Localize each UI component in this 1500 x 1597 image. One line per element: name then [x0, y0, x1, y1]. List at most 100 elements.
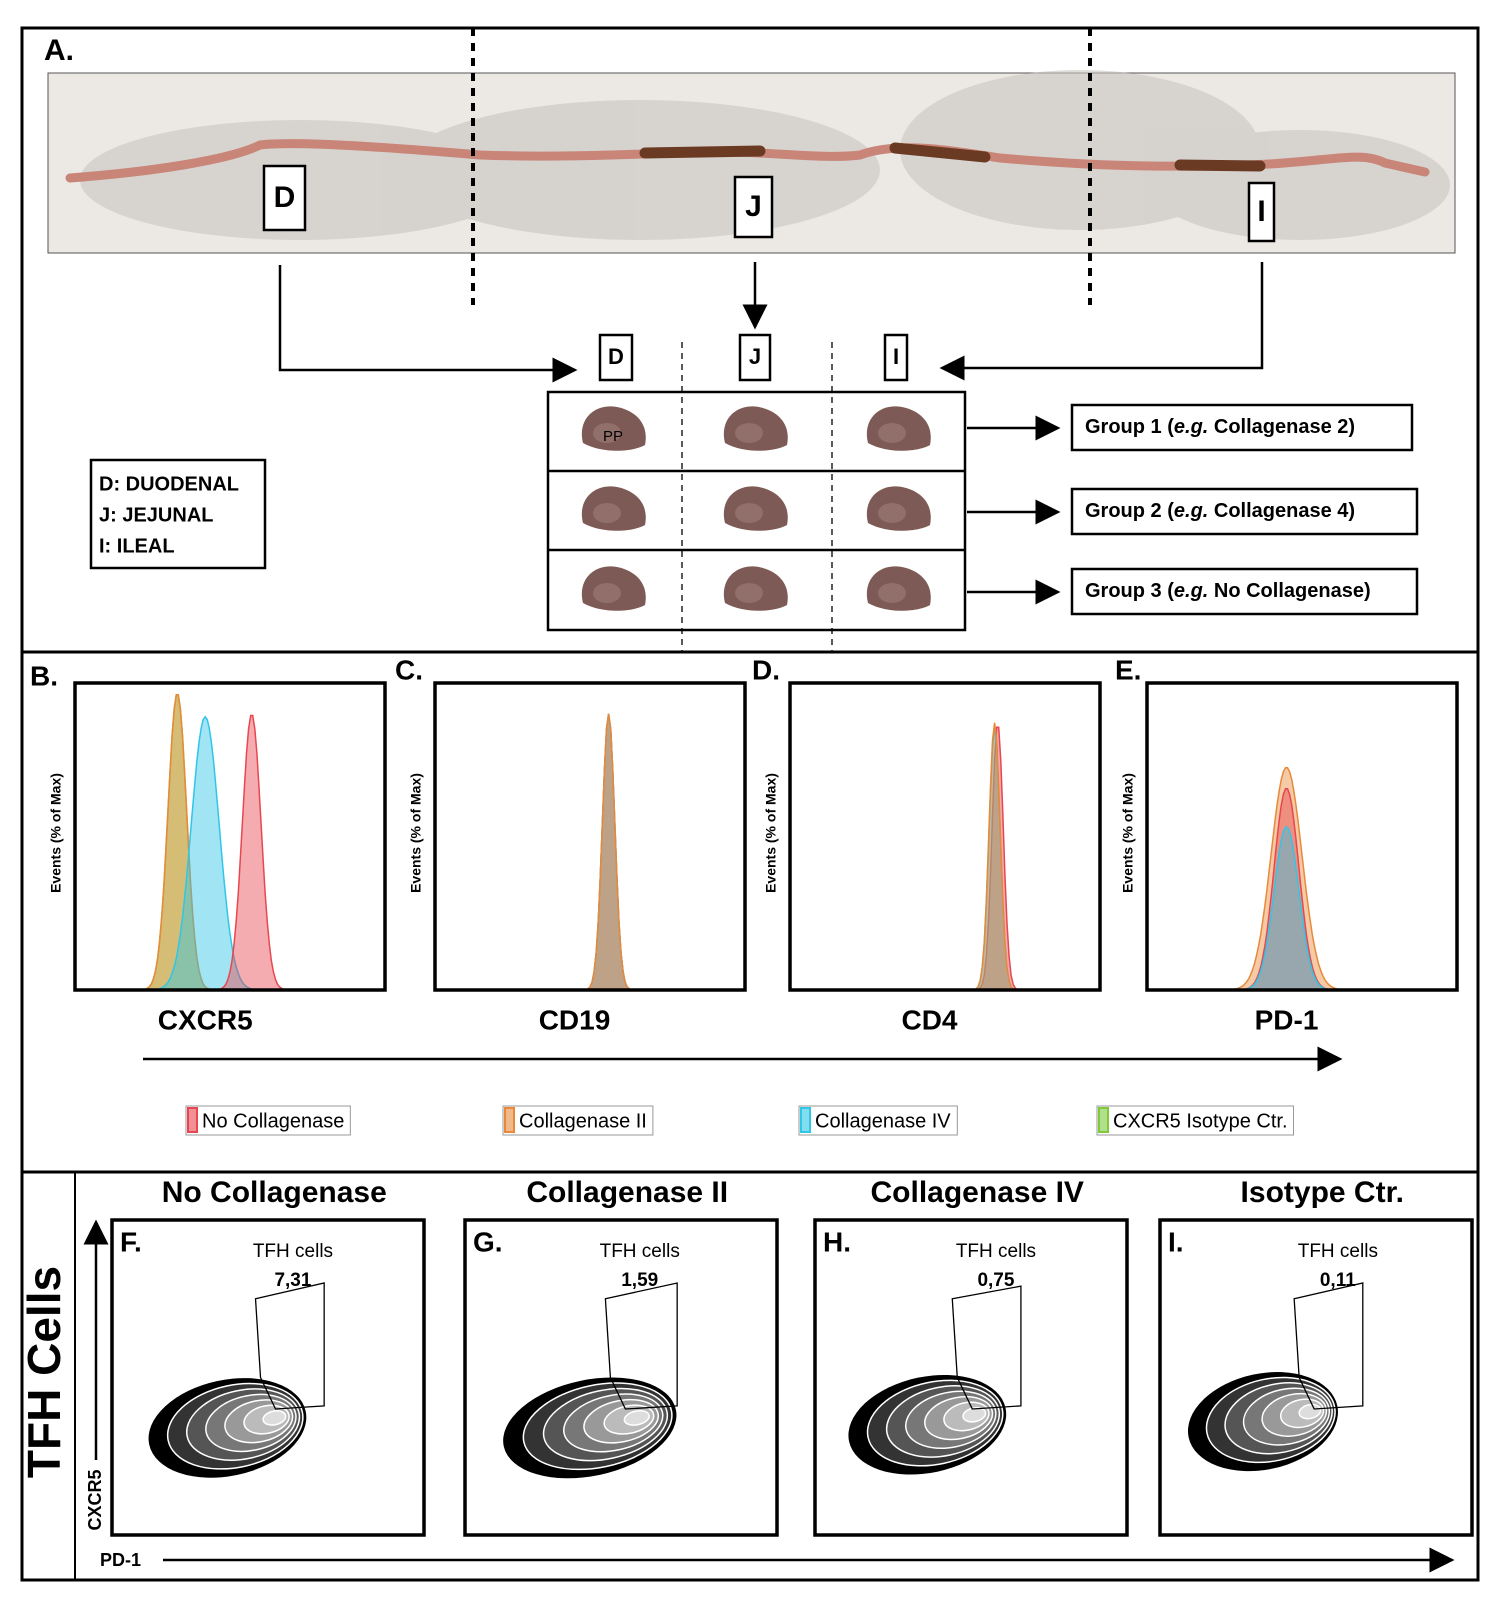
gate-label: TFH cells: [1298, 1241, 1378, 1262]
panel-title: Collagenase II: [526, 1176, 728, 1209]
histogram-curve: [790, 722, 1100, 991]
plot-frame: [463, 1218, 779, 1537]
y-axis-label: Events (% of Max): [763, 773, 779, 893]
plot-frame: [788, 681, 1102, 992]
panel-letter: F.: [120, 1226, 142, 1257]
gate-label: TFH cells: [253, 1241, 333, 1262]
plot-frame: [1145, 681, 1459, 992]
gate: [604, 1282, 678, 1410]
legend-label: Collagenase IV: [815, 1110, 951, 1132]
plot-frame: [110, 1218, 426, 1537]
group-suffix: Collagenase 2): [1208, 416, 1355, 438]
group-suffix: No Collagenase): [1208, 580, 1370, 602]
gate-label: TFH cells: [956, 1241, 1036, 1262]
group-label: Group 3 (e.g. No Collagenase): [1085, 580, 1371, 602]
legend-swatch: [1098, 1107, 1109, 1133]
histogram-curve: [435, 713, 745, 991]
group-prefix: Group 3 (: [1085, 580, 1174, 602]
panel-title: Isotype Ctr.: [1241, 1176, 1404, 1209]
contour: [1298, 1403, 1322, 1420]
gate: [1293, 1282, 1364, 1410]
panel-title: No Collagenase: [162, 1176, 387, 1209]
plot-frame: [73, 681, 387, 992]
tissue-highlight: [735, 423, 763, 443]
histogram-curve: [435, 713, 745, 991]
arrows: [278, 262, 1264, 605]
legend-label: CXCR5 Isotype Ctr.: [1113, 1110, 1288, 1132]
label-boxes: [262, 164, 1276, 382]
outer-border: [20, 26, 1480, 1582]
column-label: I: [893, 344, 899, 369]
contour: [262, 1410, 287, 1426]
plot-frame: [1158, 1218, 1474, 1537]
tissue-highlight: [878, 423, 906, 443]
legend-label: Collagenase II: [519, 1110, 647, 1132]
legend-frame: [1096, 1105, 1295, 1136]
intestine-label: J: [745, 190, 762, 223]
panel-letter: B.: [30, 660, 58, 691]
panel-letter: I.: [1168, 1226, 1184, 1257]
tissue-highlight: [593, 423, 621, 443]
panel-title: Collagenase IV: [871, 1176, 1084, 1209]
tissue-highlight: [735, 583, 763, 603]
group-label: Group 2 (e.g. Collagenase 4): [1085, 500, 1355, 522]
group-label: Group 1 (e.g. Collagenase 2): [1085, 416, 1355, 438]
x-axis-label: CD19: [539, 1004, 611, 1035]
panel-letter: H.: [823, 1226, 851, 1257]
panel-letter: E.: [1115, 654, 1141, 685]
plot-frame: [433, 681, 747, 992]
panel-letter: C.: [395, 654, 423, 685]
legend-swatch: [504, 1107, 515, 1133]
panel-letter: A.: [44, 34, 74, 67]
x-axis-label: PD-1: [100, 1550, 141, 1570]
gate: [254, 1282, 325, 1410]
x-axis-label: PD-1: [1255, 1004, 1319, 1035]
tissue-highlight: [593, 583, 621, 603]
legend-frame: [798, 1105, 958, 1136]
tissue-highlight: [878, 583, 906, 603]
gate: [951, 1285, 1022, 1410]
y-axis-label: Events (% of Max): [48, 773, 64, 893]
histogram-curve: [75, 715, 385, 991]
intestine-content: [639, 142, 1266, 172]
tissues: [581, 406, 931, 611]
gate-value: 7,31: [274, 1270, 311, 1291]
histogram-curve: [435, 713, 745, 991]
legend-label: No Collagenase: [202, 1110, 344, 1132]
gate-label: TFH cells: [600, 1241, 680, 1262]
legend-text: J: JEJUNAL: [99, 504, 213, 526]
gate-value: 1,59: [621, 1270, 658, 1291]
x-axis-label: CXCR5: [158, 1004, 253, 1035]
group-prefix: Group 1 (: [1085, 416, 1174, 438]
section-title: TFH Cells: [18, 1266, 70, 1478]
gate-value: 0,11: [1320, 1270, 1356, 1291]
legend-box: [89, 458, 267, 570]
histogram-curve: [790, 726, 1100, 991]
y-axis-label: Events (% of Max): [1120, 773, 1136, 893]
panel-letter: D.: [752, 654, 780, 685]
legend-swatch: [800, 1107, 811, 1133]
legend-frame: [502, 1105, 654, 1136]
y-axis-label: CXCR5: [85, 1469, 105, 1530]
legend-frame: [185, 1105, 351, 1136]
group-suffix: Collagenase 4): [1208, 500, 1355, 522]
histogram-curve: [790, 728, 1100, 991]
photo-texture: [80, 70, 1450, 240]
column-label: J: [749, 344, 761, 369]
intestine-label: I: [1257, 195, 1265, 228]
gate-value: 0,75: [977, 1270, 1014, 1291]
legend-text: I: ILEAL: [99, 535, 175, 557]
plot-frame: [813, 1218, 1129, 1537]
column-label: D: [608, 344, 624, 369]
tissue-label: PP: [603, 428, 623, 445]
legend-text: D: DUODENAL: [99, 473, 239, 495]
legend-swatch: [187, 1107, 198, 1133]
contour: [623, 1409, 650, 1426]
group-prefix: Group 2 (: [1085, 500, 1174, 522]
contour: [962, 1406, 987, 1423]
y-axis-label: Events (% of Max): [408, 773, 424, 893]
tissue-highlight: [593, 503, 621, 523]
x-axis-label: CD4: [901, 1004, 957, 1035]
group-boxes: [1070, 403, 1419, 616]
